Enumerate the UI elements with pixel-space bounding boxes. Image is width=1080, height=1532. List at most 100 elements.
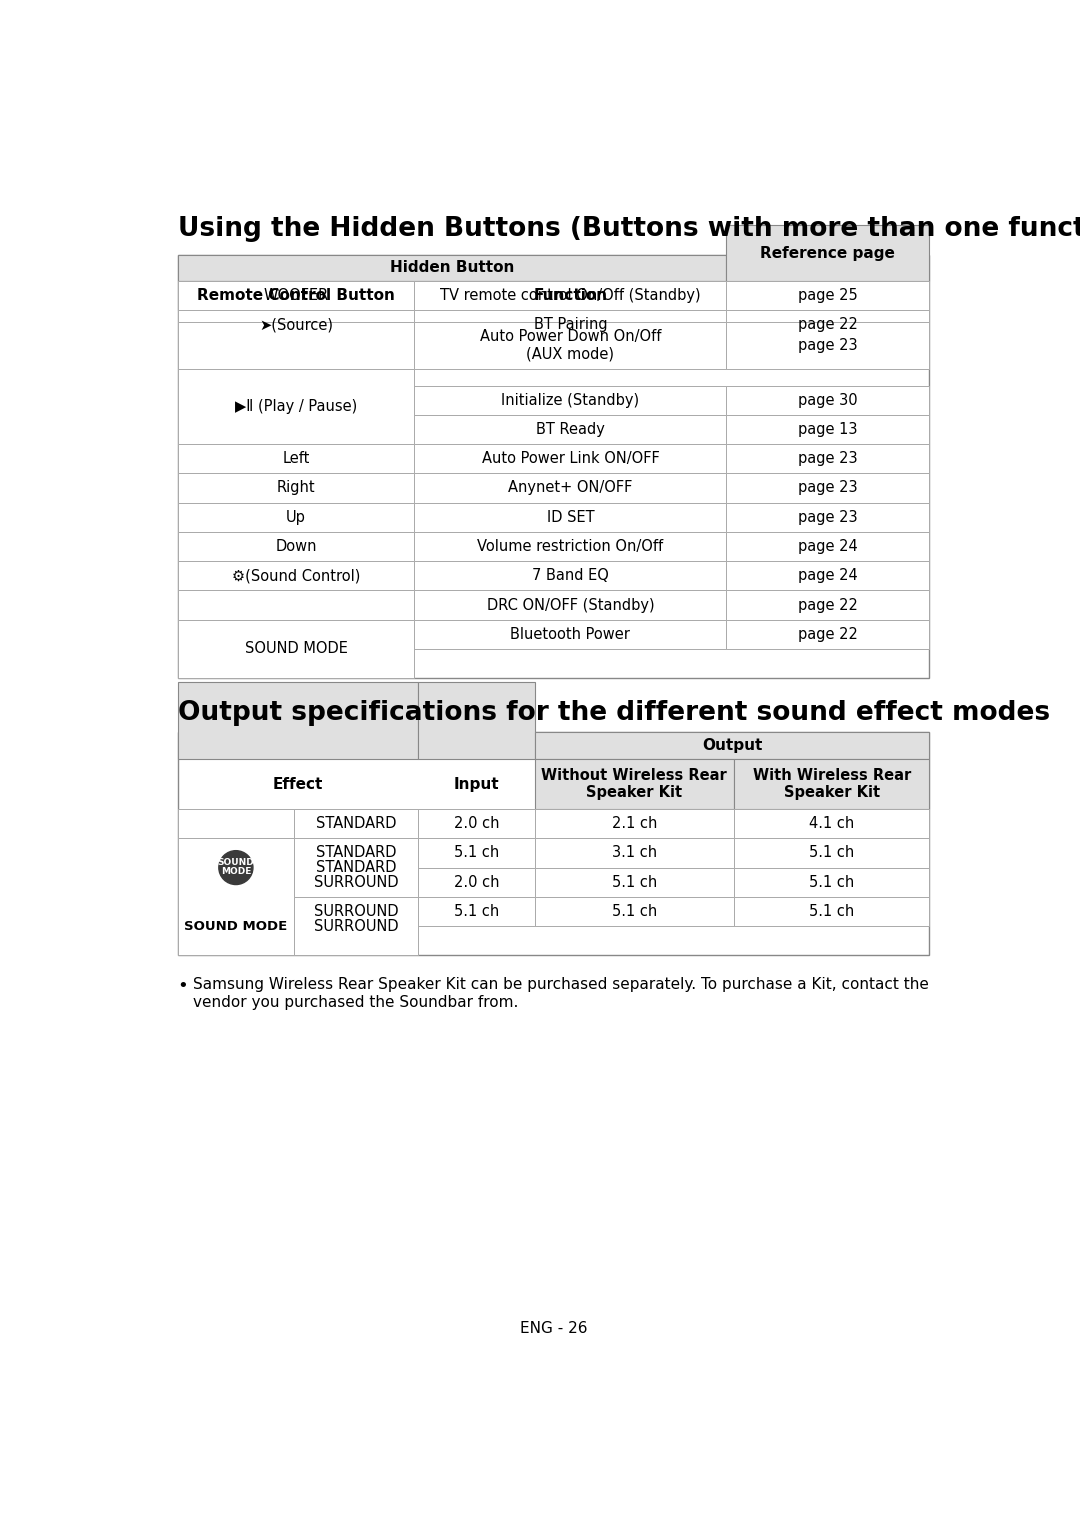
FancyBboxPatch shape [418,867,535,896]
FancyBboxPatch shape [535,867,734,896]
FancyBboxPatch shape [734,896,930,927]
FancyBboxPatch shape [415,590,727,619]
Text: Bluetooth Power: Bluetooth Power [511,627,631,642]
Text: 7 Band EQ: 7 Band EQ [532,568,609,584]
FancyBboxPatch shape [727,225,930,280]
Text: Input: Input [454,777,499,792]
FancyBboxPatch shape [418,838,535,867]
Text: 5.1 ch: 5.1 ch [454,904,499,919]
Text: DRC ON/OFF (Standby): DRC ON/OFF (Standby) [487,597,654,613]
FancyBboxPatch shape [177,369,415,444]
Text: page 22: page 22 [798,317,858,332]
Text: Auto Power Down On/Off
(AUX mode): Auto Power Down On/Off (AUX mode) [480,329,661,362]
Text: SURROUND: SURROUND [314,919,399,933]
FancyBboxPatch shape [415,280,727,309]
FancyBboxPatch shape [294,896,418,927]
Text: 5.1 ch: 5.1 ch [454,846,499,861]
FancyBboxPatch shape [415,386,727,415]
Text: 5.1 ch: 5.1 ch [809,846,854,861]
FancyBboxPatch shape [177,838,294,867]
FancyBboxPatch shape [734,838,930,867]
Text: 4.1 ch: 4.1 ch [809,817,854,832]
FancyBboxPatch shape [734,809,930,838]
Text: vendor you purchased the Soundbar from.: vendor you purchased the Soundbar from. [193,996,518,1011]
Text: page 24: page 24 [798,568,858,584]
Text: SURROUND: SURROUND [314,904,399,919]
FancyBboxPatch shape [177,896,294,927]
Text: Anynet+ ON/OFF: Anynet+ ON/OFF [509,481,633,495]
Text: STANDARD: STANDARD [316,846,396,861]
FancyBboxPatch shape [177,280,415,309]
Text: Down: Down [275,539,316,555]
Text: Right: Right [276,481,315,495]
FancyBboxPatch shape [294,867,418,896]
Circle shape [219,850,253,884]
FancyBboxPatch shape [177,532,415,561]
FancyBboxPatch shape [727,322,930,369]
FancyBboxPatch shape [177,590,415,619]
Text: Effect: Effect [273,777,323,792]
Text: 5.1 ch: 5.1 ch [809,904,854,919]
FancyBboxPatch shape [177,502,415,532]
Text: page 22: page 22 [798,597,858,613]
Text: page 24: page 24 [798,539,858,555]
FancyBboxPatch shape [727,561,930,590]
Text: SOUND MODE: SOUND MODE [244,642,348,656]
FancyBboxPatch shape [415,415,727,444]
Text: Samsung Wireless Rear Speaker Kit can be purchased separately. To purchase a Kit: Samsung Wireless Rear Speaker Kit can be… [193,977,929,991]
Text: Output: Output [702,738,762,754]
FancyBboxPatch shape [727,590,930,619]
FancyBboxPatch shape [418,809,535,838]
Text: ▶Ⅱ (Play / Pause): ▶Ⅱ (Play / Pause) [235,398,357,414]
FancyBboxPatch shape [177,415,415,444]
Text: ⚙(Sound Control): ⚙(Sound Control) [232,568,361,584]
Text: ENG - 26: ENG - 26 [519,1321,588,1336]
FancyBboxPatch shape [535,896,734,927]
Text: page 23: page 23 [798,339,858,352]
FancyBboxPatch shape [294,896,418,956]
FancyBboxPatch shape [727,619,930,650]
Text: Hidden Button: Hidden Button [390,260,514,276]
FancyBboxPatch shape [415,532,727,561]
Text: page 23: page 23 [798,481,858,495]
FancyBboxPatch shape [727,473,930,502]
Text: SOUND MODE: SOUND MODE [185,919,287,933]
Text: TV remote control On/Off (Standby): TV remote control On/Off (Standby) [441,288,701,303]
FancyBboxPatch shape [415,322,727,369]
FancyBboxPatch shape [177,619,415,679]
Text: Up: Up [286,510,306,525]
FancyBboxPatch shape [734,758,930,809]
Text: Output specifications for the different sound effect modes: Output specifications for the different … [177,700,1050,726]
FancyBboxPatch shape [535,732,930,758]
FancyBboxPatch shape [177,867,294,896]
FancyBboxPatch shape [294,838,418,896]
Text: MODE: MODE [220,867,251,876]
FancyBboxPatch shape [177,254,727,280]
FancyBboxPatch shape [177,444,415,473]
Text: Without Wireless Rear
Speaker Kit: Without Wireless Rear Speaker Kit [541,768,727,800]
Text: STANDARD: STANDARD [316,859,396,875]
Text: page 23: page 23 [798,452,858,466]
Text: SURROUND: SURROUND [314,875,399,890]
Text: 2.1 ch: 2.1 ch [611,817,657,832]
Text: •: • [177,977,188,994]
Text: page 30: page 30 [798,392,858,408]
FancyBboxPatch shape [177,732,930,956]
Text: STANDARD: STANDARD [316,817,396,832]
FancyBboxPatch shape [415,502,727,532]
FancyBboxPatch shape [415,309,727,340]
Text: 2.0 ch: 2.0 ch [454,817,499,832]
FancyBboxPatch shape [415,444,727,473]
Text: BT Pairing: BT Pairing [534,317,607,332]
FancyBboxPatch shape [177,322,415,369]
FancyBboxPatch shape [727,502,930,532]
Text: WOOFER: WOOFER [264,288,328,303]
Text: Reference page: Reference page [760,245,895,260]
FancyBboxPatch shape [294,838,418,867]
FancyBboxPatch shape [727,309,930,340]
FancyBboxPatch shape [727,415,930,444]
FancyBboxPatch shape [177,682,418,758]
Text: page 23: page 23 [798,510,858,525]
Text: With Wireless Rear
Speaker Kit: With Wireless Rear Speaker Kit [753,768,910,800]
FancyBboxPatch shape [727,532,930,561]
